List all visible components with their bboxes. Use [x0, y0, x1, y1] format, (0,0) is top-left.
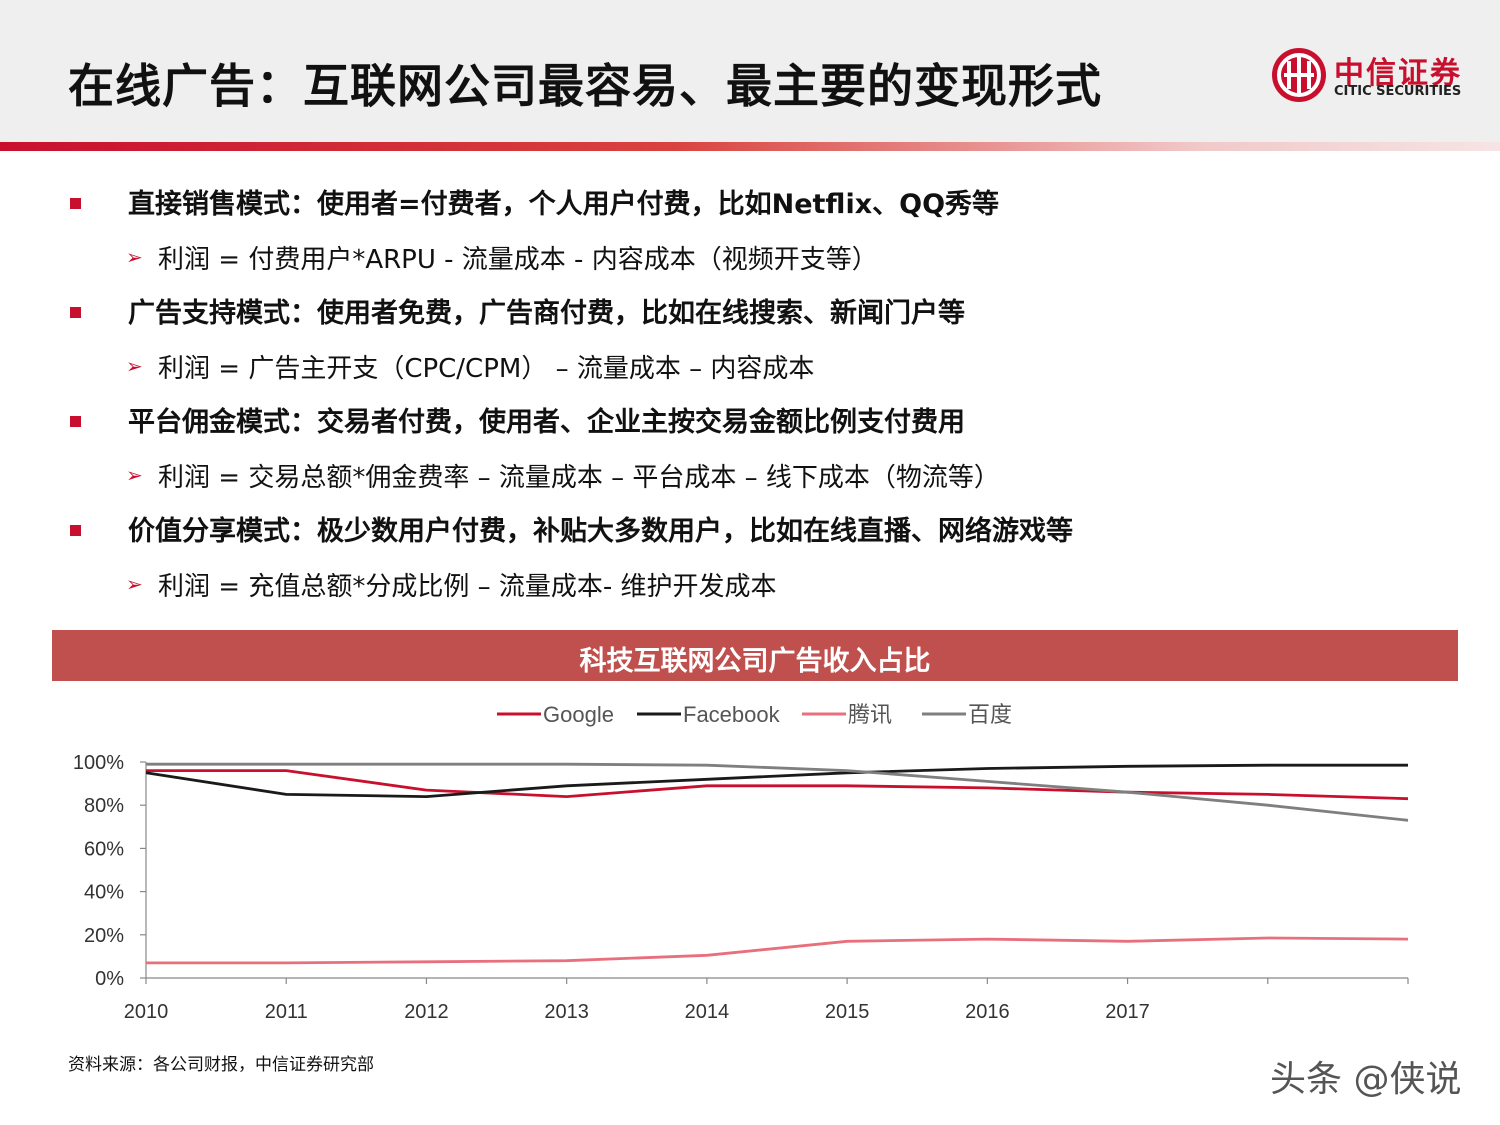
watermark-text: 头条 @侠说: [1270, 1059, 1462, 1100]
series-line-腾讯: [146, 936, 1409, 965]
square-bullet-icon: [70, 525, 81, 536]
bullet-item: 平台佣金模式：交易者付费，使用者、企业主按交易金额比例支付费用: [68, 400, 1448, 455]
header-band: [0, 0, 1500, 142]
chart-axes: 0% 20% 40% 60% 80% 100% 2010 2011 2012 2013 2014 20…: [73, 752, 1409, 1023]
y-tick-label: 0%: [95, 968, 124, 990]
x-tick-label: 2014: [685, 1001, 730, 1023]
square-bullet-icon: [70, 307, 81, 318]
sub-bullet-text: 利润 = 交易总额*佣金费率 – 流量成本 – 平台成本 – 线下成本（物流等）: [158, 463, 1000, 493]
y-tick-label: 100%: [73, 752, 124, 774]
x-tick-label: 2010: [124, 1001, 169, 1023]
square-bullet-icon: [70, 198, 81, 209]
bullet-main-text: 广告支持模式：使用者免费，广告商付费，比如在线搜索、新闻门户等: [128, 298, 965, 329]
bullet-item: 广告支持模式：使用者免费，广告商付费，比如在线搜索、新闻门户等: [68, 291, 1448, 346]
bullet-main-text: 直接销售模式：使用者=付费者，个人用户付费，比如Netflix、QQ秀等: [128, 189, 1000, 220]
line-chart: Google Facebook 腾讯 百度 0% 20% 40% 60% 80% 100% 201…: [73, 702, 1409, 1023]
series-line-百度: [146, 762, 1409, 822]
logo-text-cn: 中信证券: [1334, 56, 1462, 91]
arrow-bullet-icon: ➢: [126, 354, 143, 378]
bullet-item: 直接销售模式：使用者=付费者，个人用户付费，比如Netflix、QQ秀等: [68, 182, 1448, 237]
chart-series: [145, 762, 1409, 965]
sub-bullet-item: ➢ 利润 = 充值总额*分成比例 – 流量成本- 维护开发成本: [68, 564, 1448, 618]
citic-logo-icon: [1272, 48, 1326, 102]
arrow-bullet-icon: ➢: [126, 463, 143, 487]
series-line-Facebook: [145, 763, 1408, 798]
x-tick-label: 2011: [265, 1001, 308, 1023]
bullet-main-text: 价值分享模式：极少数用户付费，补贴大多数用户，比如在线直播、网络游戏等: [128, 516, 1073, 547]
arrow-bullet-icon: ➢: [126, 245, 143, 269]
sub-bullet-item: ➢ 利润 = 广告主开支（CPC/CPM） – 流量成本 – 内容成本: [68, 346, 1448, 400]
sub-bullet-text: 利润 = 付费用户*ARPU - 流量成本 - 内容成本（视频开支等）: [158, 245, 878, 275]
sub-bullet-item: ➢ 利润 = 付费用户*ARPU - 流量成本 - 内容成本（视频开支等）: [68, 237, 1448, 291]
y-tick-label: 20%: [84, 925, 124, 947]
x-tick-label: 2013: [544, 1001, 589, 1023]
y-tick-label: 60%: [84, 838, 124, 860]
bullet-item: 价值分享模式：极少数用户付费，补贴大多数用户，比如在线直播、网络游戏等: [68, 509, 1448, 564]
sub-bullet-item: ➢ 利润 = 交易总额*佣金费率 – 流量成本 – 平台成本 – 线下成本（物流…: [68, 455, 1448, 509]
legend-label: 百度: [968, 702, 1012, 727]
header-divider: [0, 142, 1500, 151]
logo-text-en: CITIC SECURITIES: [1334, 84, 1462, 99]
legend-label: Google: [543, 702, 614, 727]
bullet-main-text: 平台佣金模式：交易者付费，使用者、企业主按交易金额比例支付费用: [128, 407, 965, 438]
sub-bullet-text: 利润 = 充值总额*分成比例 – 流量成本- 维护开发成本: [158, 572, 777, 602]
source-note: 资料来源：各公司财报，中信证券研究部: [68, 1055, 374, 1075]
x-tick-label: 2015: [825, 1001, 870, 1023]
bullet-list: 直接销售模式：使用者=付费者，个人用户付费，比如Netflix、QQ秀等 ➢ 利…: [68, 182, 1448, 618]
y-tick-label: 80%: [84, 795, 124, 817]
series-line-Google: [146, 769, 1409, 801]
x-tick-label: 2016: [965, 1001, 1010, 1023]
arrow-bullet-icon: ➢: [126, 572, 143, 596]
citic-logo: 中信证券 CITIC SECURITIES: [1270, 46, 1470, 106]
chart-title-banner: 科技互联网公司广告收入占比: [52, 630, 1458, 681]
page-title: 在线广告：互联网公司最容易、最主要的变现形式: [68, 59, 1102, 113]
x-tick-label: 2012: [404, 1001, 449, 1023]
chart-legend: Google Facebook 腾讯 百度: [497, 702, 1012, 727]
legend-label: 腾讯: [848, 702, 892, 727]
y-tick-label: 40%: [84, 882, 124, 904]
sub-bullet-text: 利润 = 广告主开支（CPC/CPM） – 流量成本 – 内容成本: [158, 354, 815, 384]
legend-label: Facebook: [683, 702, 781, 727]
chart-title: 科技互联网公司广告收入占比: [579, 646, 931, 677]
x-tick-label: 2017: [1105, 1001, 1150, 1023]
square-bullet-icon: [70, 416, 81, 427]
